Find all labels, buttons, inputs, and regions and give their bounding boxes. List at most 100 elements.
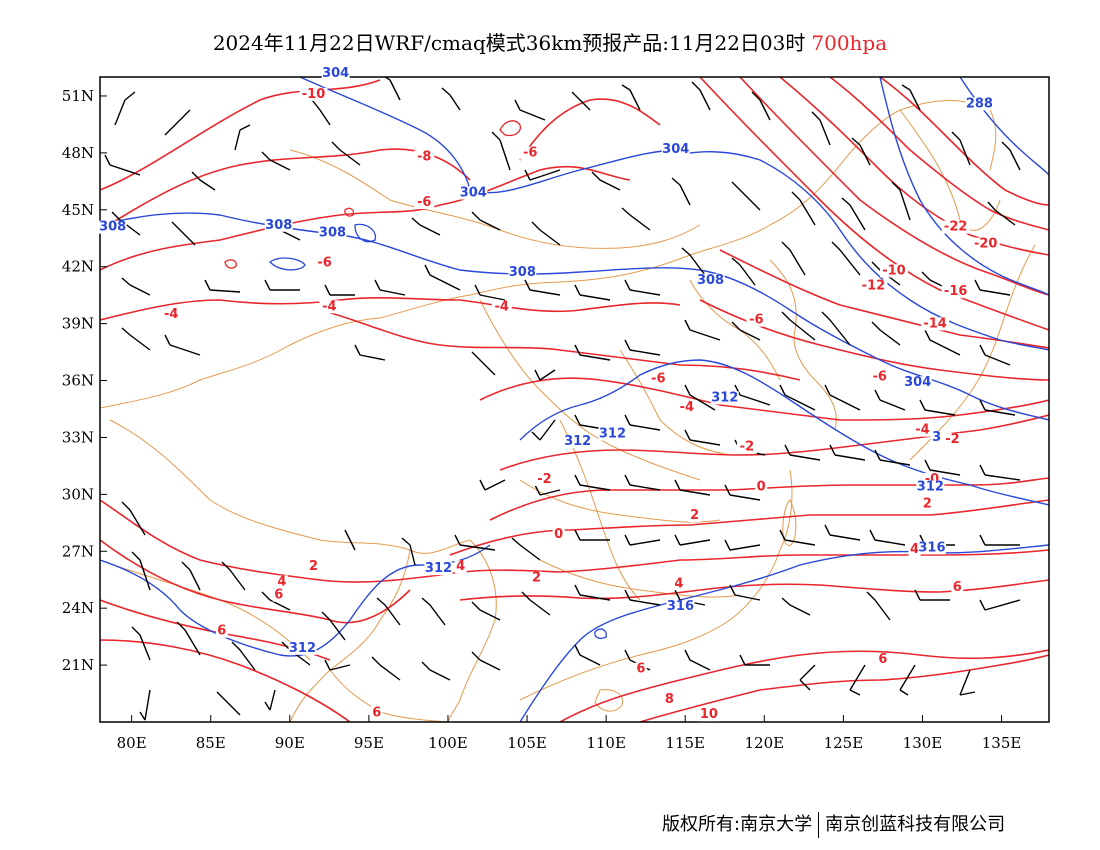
temperature-label: 4 xyxy=(910,542,919,557)
latitude-axis: 51N 48N 45N 42N 39N 36N 33N 30N 27N 24N 21N xyxy=(62,87,94,674)
height-label: 312 xyxy=(425,561,452,576)
wind-barb xyxy=(331,141,361,166)
wind-barb xyxy=(524,169,561,181)
wind-barb xyxy=(624,339,661,356)
temperature-label: -2 xyxy=(945,432,959,447)
wind-barb xyxy=(164,109,191,136)
lat-tick-label: 33N xyxy=(62,428,94,446)
temperature-label: -10 xyxy=(882,263,906,278)
wind-barb xyxy=(674,479,711,496)
wind-barb xyxy=(811,111,831,146)
wind-barb xyxy=(371,656,401,681)
wind-barb xyxy=(534,484,561,496)
lat-tick-label: 21N xyxy=(62,656,94,674)
lat-tick-label: 48N xyxy=(62,144,94,162)
wind-barb xyxy=(471,651,501,671)
temperature-label-bg xyxy=(648,372,669,386)
temperature-label-bg xyxy=(454,560,467,574)
temperature-label-bg xyxy=(275,575,288,589)
temperature-label: -4 xyxy=(164,307,178,322)
wind-barb xyxy=(681,247,706,276)
wind-barb xyxy=(321,611,346,641)
temperature-label: -4 xyxy=(495,299,509,314)
height-label: 304 xyxy=(322,66,349,81)
wind-barb xyxy=(871,321,901,346)
temperature-label-bg xyxy=(971,237,1000,251)
lat-tick-label: 36N xyxy=(62,372,94,390)
lat-tick-label: 30N xyxy=(62,485,94,503)
wind-barb xyxy=(799,664,816,691)
temp-contour xyxy=(879,77,1049,206)
wind-barb xyxy=(974,279,1011,296)
mongolia-border xyxy=(289,149,701,249)
temperature-label: 2 xyxy=(532,571,541,586)
height-label: 308 xyxy=(697,273,724,288)
height-label: 304 xyxy=(904,375,931,390)
temperature-label-bg xyxy=(530,571,543,585)
temperature-label-bg xyxy=(491,300,512,314)
temp-contour xyxy=(100,296,681,321)
wind-barb xyxy=(571,91,591,111)
title-level: 700hpa xyxy=(811,31,888,55)
south-coast xyxy=(519,469,793,701)
wind-barb xyxy=(739,654,770,666)
height-label-bg xyxy=(318,226,347,240)
wind-barb xyxy=(441,87,461,111)
wind-barb xyxy=(591,171,621,191)
temperature-label-bg xyxy=(676,400,697,414)
wind-barb xyxy=(311,99,331,126)
wind-barb xyxy=(621,207,651,231)
lat-tick-label: 39N xyxy=(62,315,94,333)
height-label-bg xyxy=(965,97,994,111)
temperature-label: 6 xyxy=(274,588,283,603)
height-label: 308 xyxy=(509,265,536,280)
temperature-label: -10 xyxy=(302,87,326,102)
wind-barb xyxy=(574,474,611,491)
wind-barb xyxy=(784,444,821,461)
temperature-label: 6 xyxy=(636,662,645,677)
temp-contour xyxy=(100,639,351,722)
wind-barb xyxy=(471,351,496,376)
temperature-label-bg xyxy=(859,279,888,293)
wind-barb xyxy=(354,344,386,361)
height-label-bg xyxy=(710,391,739,405)
wind-barb xyxy=(724,484,761,501)
temperature-label-bg xyxy=(869,370,890,384)
temperature-label-bg xyxy=(520,146,541,160)
wind-barb xyxy=(191,171,216,191)
wind-barb xyxy=(919,399,956,416)
temperature-label-bg xyxy=(755,480,768,494)
temp-contour xyxy=(699,77,1049,331)
wind-barb xyxy=(534,369,556,381)
wind-barb xyxy=(891,181,911,221)
height-label: 312 xyxy=(289,641,316,656)
wind-barb xyxy=(851,137,871,166)
lon-tick-label: 80E xyxy=(117,734,147,752)
height-label-bg xyxy=(288,641,317,655)
wind-barb xyxy=(684,384,716,411)
height-label: 316 xyxy=(918,540,945,555)
wind-barb xyxy=(987,201,1016,226)
temp-contour xyxy=(559,649,1049,722)
lat-tick-label: 24N xyxy=(62,599,94,617)
temperature-label: -12 xyxy=(862,278,886,293)
wind-barb xyxy=(924,329,961,356)
myanmar-border xyxy=(329,669,449,722)
temperature-label-bg xyxy=(414,196,435,209)
lon-tick-label: 105E xyxy=(507,734,547,752)
temperature-label: -6 xyxy=(749,313,763,328)
wind-barb xyxy=(524,279,561,296)
height-label-bg xyxy=(424,562,453,576)
longitude-axis: 80E 85E 90E 95E 100E 105E 110E 115E 120E 125E 130E… xyxy=(117,734,1022,752)
height-label-bg xyxy=(459,186,488,200)
wind-barb xyxy=(869,529,906,546)
lat-tick-label: 42N xyxy=(62,258,94,276)
lon-tick-label: 110E xyxy=(586,734,626,752)
temperature-label-bg xyxy=(314,256,335,270)
height-loop xyxy=(268,257,306,271)
temperature-contour-labels: -10-8 -6-6-6-4-4 -4-6-6 -6-4-4-2-2-2-002202… xyxy=(161,87,1000,722)
korea-coast xyxy=(769,259,837,431)
temperature-label-bg xyxy=(307,560,320,574)
lat-tick-label: 27N xyxy=(62,542,94,560)
